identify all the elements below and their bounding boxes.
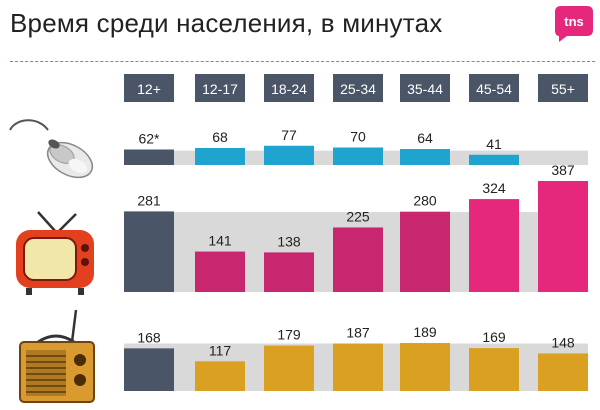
tv-value-label: 324 <box>482 180 506 196</box>
internet-bar <box>469 154 519 165</box>
radio-value-label: 169 <box>482 329 506 345</box>
internet-value-label: 68 <box>212 129 228 145</box>
tv-value-label: 387 <box>551 162 575 178</box>
internet-value-label: 62* <box>138 131 160 147</box>
internet-value-label: 70 <box>350 129 366 145</box>
age-header-label: 35-44 <box>407 81 443 97</box>
age-header-box <box>538 74 588 102</box>
logo-text: tns <box>564 14 584 29</box>
tv-bar <box>333 227 383 292</box>
internet-bar <box>400 149 450 165</box>
radio-bar <box>333 343 383 391</box>
tv-bar <box>124 211 174 292</box>
internet-value-label: 64 <box>417 130 433 146</box>
tv-value-label: 225 <box>346 208 370 224</box>
radio-bar <box>469 348 519 391</box>
age-header-label: 12-17 <box>202 81 238 97</box>
tv-bar <box>538 181 588 292</box>
age-header-label: 18-24 <box>271 81 307 97</box>
radio-bar <box>195 361 245 391</box>
radio-value-label: 117 <box>209 342 232 358</box>
internet-value-label: 41 <box>486 136 502 152</box>
tv-value-label: 141 <box>208 233 232 249</box>
internet-value-label: 77 <box>281 127 297 143</box>
radio-bar <box>400 343 450 391</box>
tv-bar <box>469 199 519 292</box>
age-header-box <box>264 74 314 102</box>
tv-bar <box>264 252 314 292</box>
age-header-box <box>333 74 383 102</box>
radio-value-label: 148 <box>551 334 575 350</box>
internet-bar <box>333 147 383 165</box>
radio-bar <box>124 348 174 391</box>
internet-bar <box>124 149 174 165</box>
internet-bar <box>195 148 245 165</box>
page-title: Время среди населения, в минутах <box>10 8 443 38</box>
tv-value-label: 138 <box>277 233 301 249</box>
age-header-box <box>400 74 450 102</box>
age-header-label: 25-34 <box>340 81 376 97</box>
radio-value-label: 189 <box>413 324 437 340</box>
age-header-box <box>195 74 245 102</box>
tv-icon <box>16 211 94 295</box>
tns-logo: tns <box>555 6 593 42</box>
radio-value-label: 187 <box>346 325 370 341</box>
age-header-label: 55+ <box>551 81 575 97</box>
radio-value-label: 168 <box>137 329 161 345</box>
radio-bar <box>264 345 314 391</box>
tv-bar <box>400 211 450 292</box>
radio-value-label: 179 <box>277 327 301 343</box>
age-header-box <box>124 74 174 102</box>
tv-value-label: 281 <box>137 192 161 208</box>
tv-bar <box>195 251 245 292</box>
radio-bar <box>538 353 588 391</box>
divider <box>10 61 595 62</box>
age-header-label: 45-54 <box>476 81 512 97</box>
age-header-box <box>469 74 519 102</box>
internet-bar <box>264 145 314 165</box>
age-header-label: 12+ <box>137 81 161 97</box>
tv-value-label: 280 <box>413 193 437 209</box>
radio-icon <box>19 309 95 403</box>
computer-mouse-icon <box>9 119 94 179</box>
